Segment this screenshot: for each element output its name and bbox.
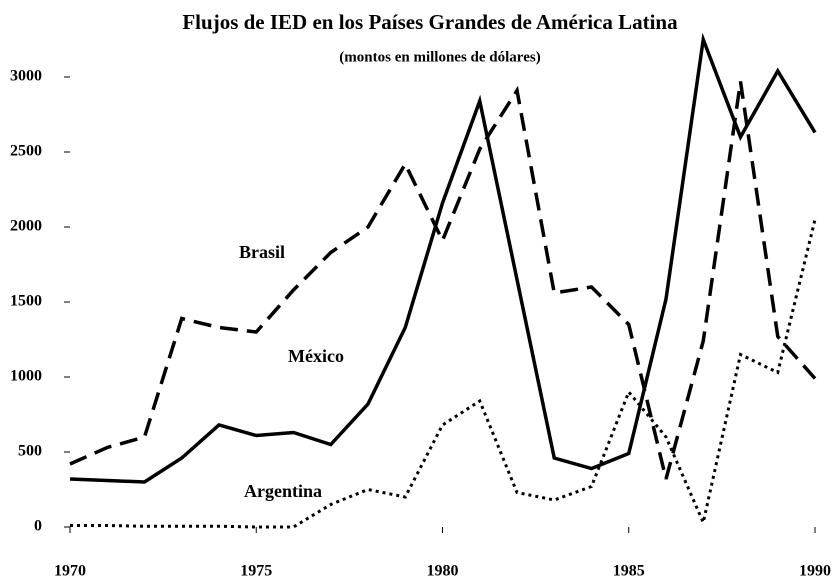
x-tick-label: 1970 [54, 563, 86, 580]
y-tick-label: 1500 [10, 293, 42, 310]
x-tick-label: 1990 [799, 563, 831, 580]
y-tick-label: 0 [34, 518, 42, 535]
chart-title: Flujos de IED en los Países Grandes de A… [182, 10, 678, 34]
y-tick-label: 3000 [10, 68, 42, 85]
y-tick-label: 2000 [10, 218, 42, 235]
series-label: México [288, 346, 344, 366]
series-label: Brasil [239, 242, 285, 262]
y-tick-label: 500 [18, 443, 42, 460]
series-line [70, 219, 817, 529]
x-tick-label: 1980 [427, 563, 459, 580]
chart-subtitle: (montos en millones de dólares) [339, 49, 540, 65]
y-tick-label: 2500 [10, 143, 42, 160]
x-tick-label: 1975 [240, 563, 272, 580]
y-tick-label: 1000 [10, 368, 42, 385]
x-tick-label: 1985 [613, 563, 645, 580]
series-line [69, 32, 817, 484]
series-label: Argentina [244, 481, 322, 501]
series-line [69, 81, 817, 480]
